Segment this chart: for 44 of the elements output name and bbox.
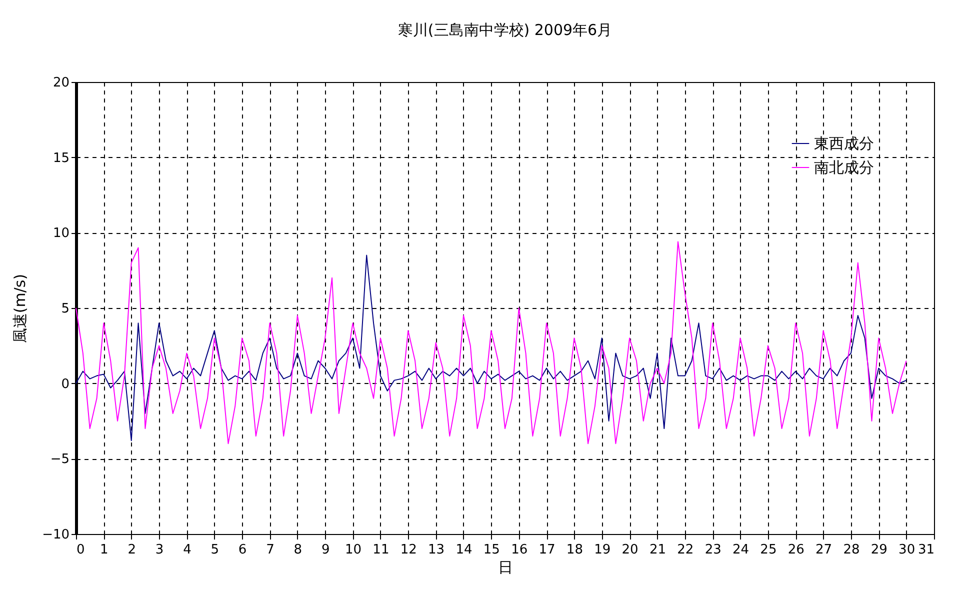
legend-label: 南北成分 xyxy=(814,158,874,176)
x-tick-label: 18 xyxy=(566,542,583,558)
x-tick-label: 21 xyxy=(649,542,666,558)
x-tick-label: 19 xyxy=(594,542,611,558)
x-tick-label: 7 xyxy=(266,542,274,558)
x-tick-label: 27 xyxy=(816,542,832,558)
y-tick-label: 5 xyxy=(61,302,70,316)
chart-title: 寒川(三島南中学校) 2009年6月 xyxy=(398,21,612,39)
y-axis-title: 風速(m/s) xyxy=(11,274,30,344)
y-tick-label: −5 xyxy=(50,452,70,468)
x-tick-label: 6 xyxy=(238,542,247,558)
x-tick-label: 17 xyxy=(538,542,556,558)
x-tick-label: 5 xyxy=(210,542,220,558)
x-tick-label: 30 xyxy=(898,542,916,558)
x-tick-label: 13 xyxy=(428,542,445,558)
x-axis-title: 日 xyxy=(498,558,513,576)
x-tick-label: 14 xyxy=(456,542,472,558)
y-tick-label: 0 xyxy=(61,376,70,392)
x-tick-label: 9 xyxy=(321,542,330,558)
x-tick-label: 28 xyxy=(843,542,860,558)
x-tick-label: 0 xyxy=(76,542,85,558)
x-tick-label: 3 xyxy=(155,542,164,558)
x-tick-label: 11 xyxy=(372,542,390,558)
x-tick-label: 20 xyxy=(622,542,638,558)
x-tick-label: 2 xyxy=(128,542,136,558)
x-tick-label: 4 xyxy=(183,542,192,558)
y-tick-label: 20 xyxy=(52,76,70,90)
x-tick-label: 10 xyxy=(345,542,362,558)
x-tick-label: 1 xyxy=(100,542,108,558)
y-tick-label: 15 xyxy=(52,150,70,166)
y-tick-label: 10 xyxy=(52,226,70,242)
x-tick-label: 24 xyxy=(732,542,750,558)
x-tick-label: 22 xyxy=(677,542,694,558)
x-tick-label: 29 xyxy=(870,542,888,558)
x-tick-label: 23 xyxy=(704,542,722,558)
legend-label: 東西成分 xyxy=(814,134,874,152)
x-tick-label: 25 xyxy=(760,542,777,558)
x-tick-label: 8 xyxy=(294,542,302,558)
x-tick-label: 26 xyxy=(788,542,804,558)
x-tick-label: 12 xyxy=(400,542,417,558)
x-tick-label: 31 xyxy=(918,542,934,558)
x-tick-label: 16 xyxy=(511,542,528,558)
y-tick-label: −10 xyxy=(42,528,70,542)
x-tick-label: 15 xyxy=(483,542,500,558)
